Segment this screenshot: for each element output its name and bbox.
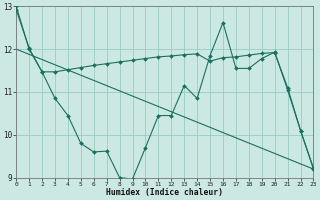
- X-axis label: Humidex (Indice chaleur): Humidex (Indice chaleur): [106, 188, 223, 197]
